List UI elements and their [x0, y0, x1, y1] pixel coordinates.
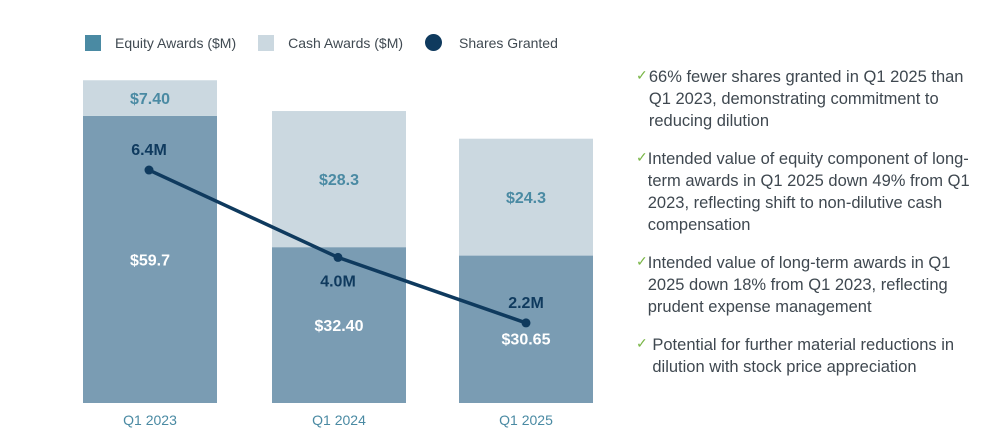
legend-shares-dot: [425, 34, 443, 51]
equity-value-label: $32.40: [315, 318, 364, 335]
legend-cash: Cash Awards ($M): [258, 34, 404, 51]
legend-equity-swatch: [85, 34, 101, 51]
check-icon: ✓: [636, 253, 648, 269]
legend-equity: Equity Awards ($M): [85, 34, 237, 51]
legend-shares-label: Shares Granted: [459, 34, 558, 51]
legend-shares: Shares Granted: [425, 34, 558, 51]
cash-value-label: $24.3: [506, 190, 546, 207]
category-label: Q1 2025: [499, 412, 553, 428]
key-points-list: ✓ 66% fewer shares granted in Q1 2025 tha…: [636, 66, 986, 394]
legend-equity-label: Equity Awards ($M): [115, 34, 237, 51]
bullet-item: ✓ Intended value of equity component of l…: [636, 148, 986, 236]
equity-bar: [83, 115, 217, 403]
cash-value-label: $28.3: [319, 172, 359, 189]
bullet-text: 66% fewer shares granted in Q1 2025 than…: [648, 68, 964, 130]
legend-cash-swatch: [258, 34, 275, 51]
shares-point: [521, 318, 531, 328]
category-label: Q1 2023: [123, 412, 177, 428]
bullet-text: Intended value of long-term awards in Q1…: [647, 254, 951, 316]
bullet-item: ✓ 66% fewer shares granted in Q1 2025 tha…: [636, 66, 986, 132]
legend: Equity Awards ($M) Cash Awards ($M) Shar…: [85, 34, 580, 51]
cash-value-label: $7.40: [130, 91, 170, 108]
equity-value-label: $30.65: [502, 331, 551, 348]
shares-point: [333, 252, 343, 262]
legend-cash-label: Cash Awards ($M): [288, 34, 404, 51]
shares-value-label: 6.4M: [131, 142, 167, 159]
cash-bar: [83, 80, 217, 116]
category-label: Q1 2024: [312, 412, 366, 428]
cash-bar: [272, 111, 406, 248]
check-icon: ✓: [636, 335, 648, 351]
shares-value-label: 4.0M: [320, 273, 356, 290]
cash-bar: [459, 138, 593, 256]
bullet-text: Potential for further material reduction…: [652, 336, 955, 376]
check-icon: ✓: [636, 149, 648, 165]
equity-bar: [459, 255, 593, 403]
shares-point: [144, 165, 154, 175]
stacked-bar-chart: $59.7 $7.40 Q1 2023 $32.40 $28.3 Q1 2024 $30.6…: [83, 80, 593, 428]
bullet-item: ✓ Intended value of long-term awards in Q…: [636, 252, 986, 318]
equity-value-label: $59.7: [130, 252, 170, 269]
check-icon: ✓: [636, 67, 648, 83]
bullet-item: ✓ Potential for further material reductio…: [636, 334, 986, 378]
shares-value-label: 2.2M: [508, 295, 544, 312]
bullet-text: Intended value of equity component of lo…: [647, 150, 970, 234]
